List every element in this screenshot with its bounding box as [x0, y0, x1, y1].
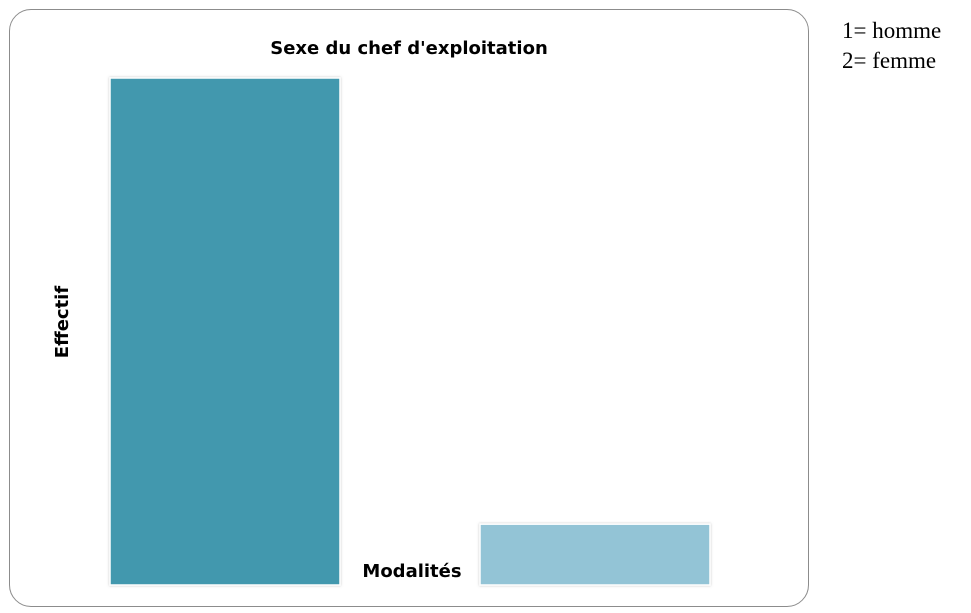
bar-1 — [109, 77, 341, 586]
x-axis-label: Modalités — [362, 561, 461, 582]
bars-group — [109, 77, 711, 586]
chart-title: Sexe du chef d'exploitation — [270, 38, 548, 59]
legend-note-femme: 2= femme — [842, 48, 937, 73]
y-axis-label: Effectif — [52, 286, 73, 359]
category-legend-note: 1= homme 2= femme — [842, 16, 941, 76]
bar-2 — [479, 523, 711, 586]
legend-note-homme: 1= homme — [842, 18, 942, 43]
